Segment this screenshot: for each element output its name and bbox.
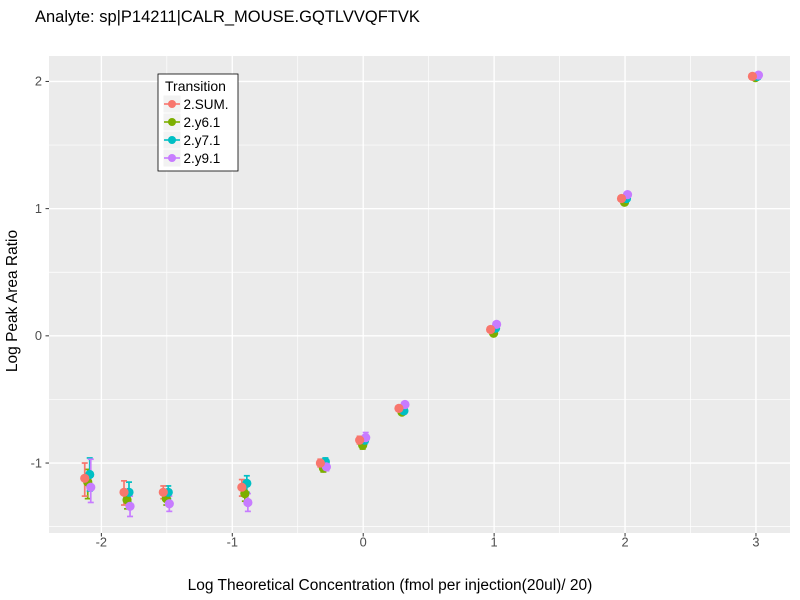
data-point bbox=[492, 319, 502, 329]
x-tick-label: -2 bbox=[96, 535, 107, 550]
data-point bbox=[355, 435, 365, 445]
y-axis-title: Log Peak Area Ratio bbox=[4, 230, 21, 372]
x-axis-title: Log Theoretical Concentration (fmol per … bbox=[188, 577, 593, 594]
data-point bbox=[616, 193, 627, 204]
data-point bbox=[119, 487, 129, 497]
legend-label: 2.y9.1 bbox=[184, 151, 221, 166]
data-point bbox=[747, 71, 758, 81]
legend-label: 2.y6.1 bbox=[184, 115, 221, 130]
legend-key-point bbox=[168, 154, 176, 162]
y-tick-label: 1 bbox=[35, 201, 42, 216]
data-point bbox=[80, 473, 90, 483]
data-point bbox=[243, 497, 253, 508]
data-point bbox=[394, 403, 404, 413]
legend-key-point bbox=[168, 136, 176, 144]
data-point bbox=[237, 482, 247, 492]
x-tick-label: -1 bbox=[227, 535, 238, 550]
legend-label: 2.y7.1 bbox=[184, 133, 221, 148]
x-tick-label: 0 bbox=[360, 535, 367, 550]
data-point bbox=[485, 324, 496, 335]
legend-key-point bbox=[168, 118, 176, 126]
legend-key-point bbox=[168, 100, 176, 108]
x-tick-label: 1 bbox=[491, 535, 498, 550]
x-tick-label: 2 bbox=[621, 535, 628, 550]
data-point bbox=[158, 487, 168, 497]
data-point bbox=[315, 458, 325, 468]
x-tick-label: 3 bbox=[752, 535, 759, 550]
y-tick-label: 0 bbox=[35, 328, 42, 343]
y-tick-label: -1 bbox=[31, 455, 42, 470]
data-point bbox=[86, 482, 96, 492]
data-point bbox=[164, 499, 174, 509]
y-tick-label: 2 bbox=[35, 74, 42, 89]
chart-title: Analyte: sp|P14211|CALR_MOUSE.GQTLVVQFTV… bbox=[35, 8, 420, 26]
data-point bbox=[125, 501, 135, 511]
legend-title: Transition bbox=[165, 78, 226, 94]
legend-label: 2.SUM. bbox=[184, 97, 229, 112]
